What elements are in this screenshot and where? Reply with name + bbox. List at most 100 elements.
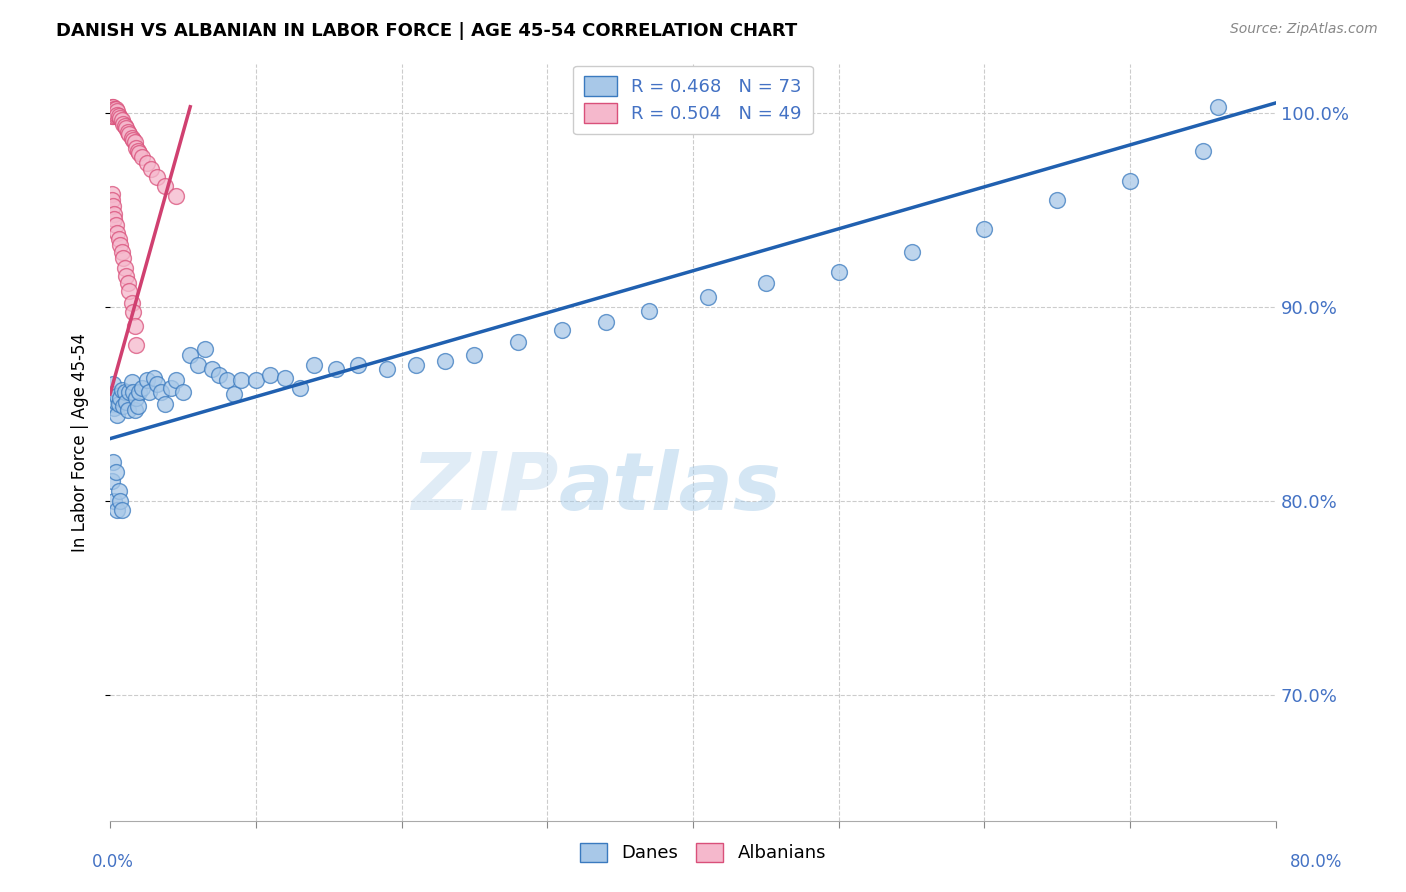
Point — [105, 103, 128, 118]
Point — [973, 222, 995, 236]
Point — [108, 232, 131, 246]
Legend: R = 0.468   N = 73, R = 0.504   N = 49: R = 0.468 N = 73, R = 0.504 N = 49 — [574, 65, 813, 134]
Point — [434, 354, 457, 368]
Point — [117, 402, 139, 417]
Point — [165, 373, 187, 387]
Point — [104, 102, 127, 116]
Point — [160, 381, 183, 395]
Point — [117, 125, 139, 139]
Point — [101, 397, 124, 411]
Point — [101, 199, 124, 213]
Point — [135, 156, 157, 170]
Point — [1206, 100, 1229, 114]
Point — [110, 112, 132, 126]
Point — [142, 371, 165, 385]
Point — [104, 394, 127, 409]
Point — [103, 493, 125, 508]
Point — [124, 319, 146, 334]
Point — [114, 385, 136, 400]
Point — [638, 303, 661, 318]
Point — [114, 119, 136, 133]
Point — [155, 179, 177, 194]
Point — [108, 397, 131, 411]
Point — [110, 493, 132, 508]
Point — [100, 193, 122, 207]
Point — [145, 377, 167, 392]
Point — [215, 373, 238, 387]
Point — [155, 397, 177, 411]
Point — [110, 237, 132, 252]
Point — [127, 145, 149, 159]
Point — [100, 100, 122, 114]
Point — [100, 387, 122, 401]
Text: Source: ZipAtlas.com: Source: ZipAtlas.com — [1230, 22, 1378, 37]
Point — [551, 323, 574, 337]
Point — [124, 402, 146, 417]
Point — [828, 265, 851, 279]
Point — [122, 133, 145, 147]
Point — [104, 218, 127, 232]
Point — [696, 290, 718, 304]
Point — [128, 385, 150, 400]
Point — [194, 343, 217, 357]
Point — [1192, 145, 1215, 159]
Point — [111, 113, 134, 128]
Point — [100, 187, 122, 202]
Point — [125, 140, 148, 154]
Point — [108, 110, 131, 124]
Point — [325, 361, 347, 376]
Point — [105, 107, 128, 121]
Point — [117, 277, 139, 291]
Text: ZIP: ZIP — [412, 449, 560, 527]
Point — [122, 305, 145, 319]
Point — [103, 212, 125, 227]
Point — [105, 409, 128, 423]
Point — [121, 295, 143, 310]
Point — [222, 387, 245, 401]
Point — [103, 392, 125, 407]
Point — [128, 146, 150, 161]
Point — [111, 503, 134, 517]
Point — [101, 455, 124, 469]
Point — [118, 385, 141, 400]
Point — [138, 385, 160, 400]
Text: DANISH VS ALBANIAN IN LABOR FORCE | AGE 45-54 CORRELATION CHART: DANISH VS ALBANIAN IN LABOR FORCE | AGE … — [56, 22, 797, 40]
Point — [135, 373, 157, 387]
Point — [405, 358, 427, 372]
Point — [103, 401, 125, 415]
Point — [105, 226, 128, 240]
Point — [165, 189, 187, 203]
Point — [1119, 173, 1142, 187]
Point — [172, 385, 194, 400]
Point — [105, 389, 128, 403]
Point — [114, 260, 136, 275]
Point — [302, 358, 325, 372]
Text: 80.0%: 80.0% — [1291, 853, 1343, 871]
Point — [121, 376, 143, 390]
Point — [115, 121, 138, 136]
Point — [104, 110, 127, 124]
Point — [100, 475, 122, 489]
Point — [150, 385, 173, 400]
Point — [595, 315, 617, 329]
Point — [108, 484, 131, 499]
Point — [186, 358, 208, 372]
Text: atlas: atlas — [560, 449, 782, 527]
Point — [125, 391, 148, 405]
Point — [118, 284, 141, 298]
Point — [259, 368, 281, 382]
Point — [131, 150, 153, 164]
Point — [101, 100, 124, 114]
Point — [111, 245, 134, 260]
Legend: Danes, Albanians: Danes, Albanians — [572, 836, 834, 870]
Point — [103, 105, 125, 120]
Point — [110, 391, 132, 405]
Point — [118, 127, 141, 141]
Point — [111, 383, 134, 397]
Point — [900, 245, 922, 260]
Point — [179, 348, 201, 362]
Point — [127, 399, 149, 413]
Point — [112, 399, 135, 413]
Point — [115, 268, 138, 283]
Point — [103, 102, 125, 116]
